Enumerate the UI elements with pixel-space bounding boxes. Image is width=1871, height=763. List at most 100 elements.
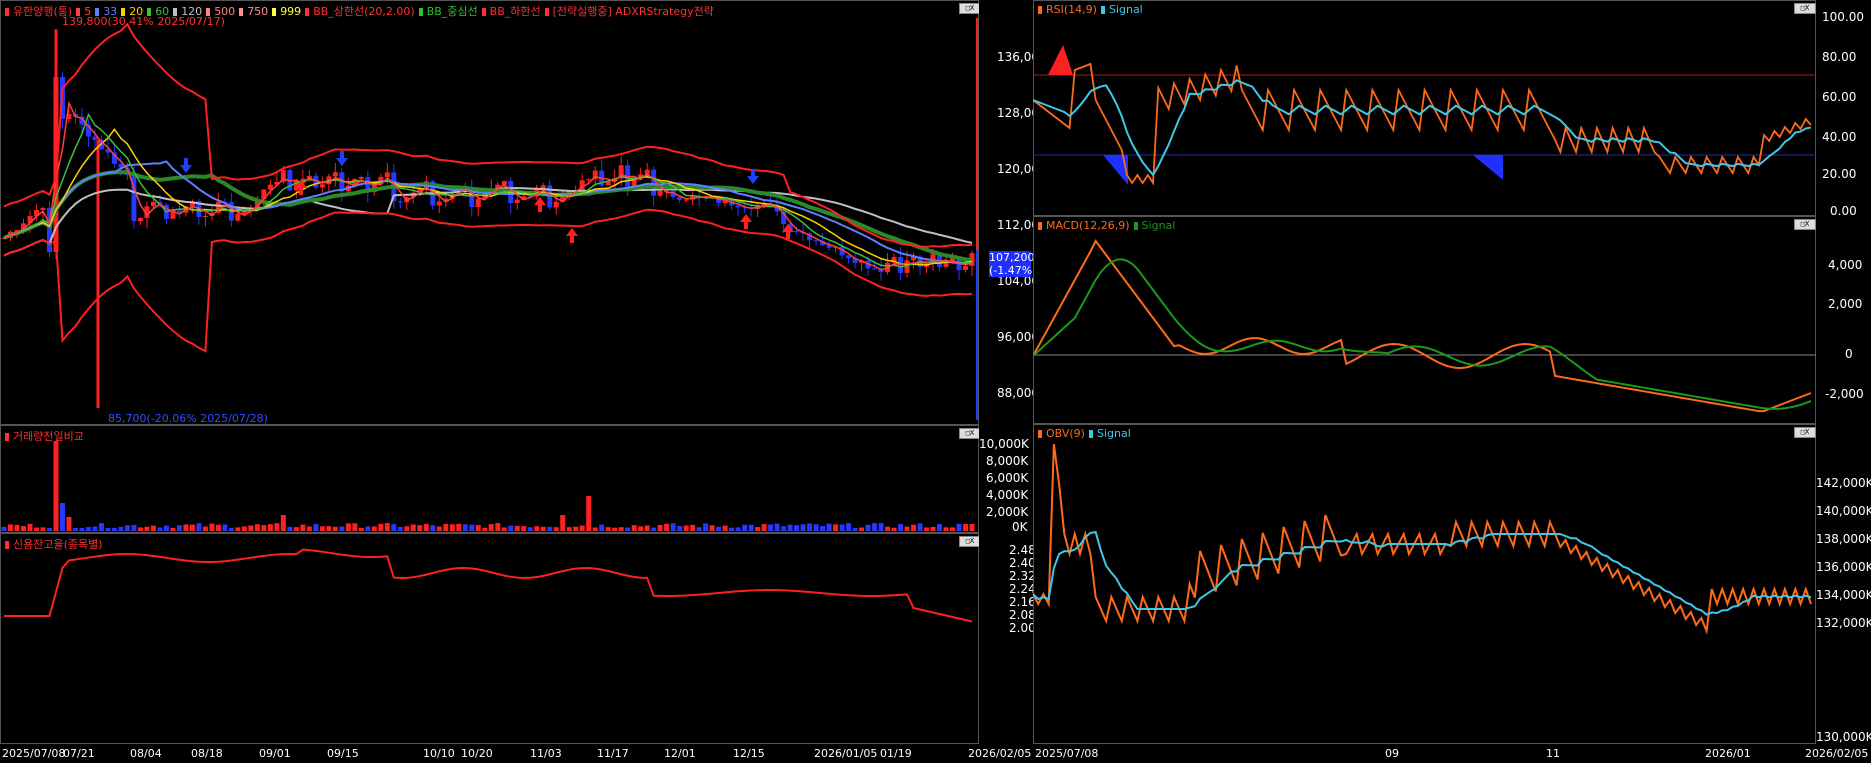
candle-body xyxy=(521,196,527,200)
volume-bar xyxy=(170,527,176,531)
volume-bar xyxy=(969,523,975,531)
volume-bar xyxy=(917,523,923,531)
volume-bar xyxy=(449,524,455,531)
panel-window-button[interactable]: □X xyxy=(1794,219,1816,230)
volume-legend: 거래량전일비교 xyxy=(5,428,88,444)
volume-bar xyxy=(261,525,267,531)
candle-body xyxy=(14,230,20,232)
current-price-value: 107,200 xyxy=(989,251,1035,264)
candle-body xyxy=(937,252,943,267)
candle-body xyxy=(930,252,936,264)
volume-bar xyxy=(820,526,826,531)
candle-body xyxy=(352,178,358,186)
volume-bar xyxy=(885,526,891,531)
volume-plot xyxy=(1,441,975,531)
volume-bar xyxy=(690,524,696,531)
volume-bar xyxy=(813,524,819,531)
rsi-panel[interactable]: RSI(14,9) Signal □X xyxy=(1033,0,1816,216)
candle-body xyxy=(144,206,150,218)
signal-arrow xyxy=(534,197,546,205)
candle-body xyxy=(501,181,507,185)
volume-bar xyxy=(482,527,488,531)
price-legend-item: BB_하한선 xyxy=(489,5,541,18)
high-price-annotation: 139,800(30.41% 2025/07/17) xyxy=(62,15,225,28)
legend-swatch xyxy=(147,8,152,16)
volume-bar xyxy=(475,525,481,531)
volume-panel[interactable]: 거래량전일비교 □X xyxy=(0,425,981,533)
volume-bar xyxy=(521,526,527,531)
current-price-change: (-1.47%) xyxy=(989,264,1037,277)
panel-window-button[interactable]: □X xyxy=(1794,427,1816,438)
candle-body xyxy=(735,205,741,208)
obv-tick: 134,000K xyxy=(1816,588,1871,602)
volume-bar xyxy=(326,526,332,531)
panel-window-button[interactable]: □X xyxy=(1794,3,1816,14)
ma5-line xyxy=(3,100,973,271)
macd-tick: -2,000 xyxy=(1825,387,1864,401)
macd-plot xyxy=(1033,239,1816,413)
price-legend-item: 750 xyxy=(247,5,269,18)
volume-bar xyxy=(677,525,683,531)
candle-body xyxy=(644,169,650,175)
signal-arrow-stem xyxy=(786,232,790,239)
candle-body xyxy=(46,207,52,252)
volume-bar xyxy=(508,525,514,531)
candle-body xyxy=(846,255,852,259)
date-label: 09/01 xyxy=(259,747,291,760)
candle-body xyxy=(911,256,917,261)
candle-body xyxy=(157,201,163,205)
volume-bar xyxy=(722,525,728,531)
rsi-plot xyxy=(1033,45,1816,186)
legend-swatch xyxy=(76,8,81,16)
candle-body xyxy=(378,176,384,185)
volume-bar xyxy=(560,515,566,531)
obv-tick: 142,000K xyxy=(1816,476,1871,490)
price-legend-item: BB_중심선 xyxy=(426,5,478,18)
candle-body xyxy=(384,172,390,177)
credit-tick: 2.16 xyxy=(1009,595,1036,609)
volume-bar xyxy=(755,527,761,531)
date-label: 10/20 xyxy=(461,747,493,760)
volume-bar xyxy=(950,527,956,531)
volume-bar xyxy=(768,524,774,531)
candle-body xyxy=(781,211,787,225)
macd-panel[interactable]: MACD(12,26,9) Signal □X xyxy=(1033,216,1816,424)
rsi-axis: 100.00 80.00 60.00 40.00 20.00 0.00 xyxy=(1816,0,1871,218)
credit-balance-panel[interactable]: 신용잔고율(종목별) □X xyxy=(0,533,981,744)
obv-legend: OBV(9) Signal xyxy=(1038,427,1135,440)
price-legend-item: 유한양행(통) xyxy=(13,5,73,18)
candle-body xyxy=(397,201,403,203)
price-tick: 96,000 xyxy=(997,330,1039,344)
volume-bar xyxy=(157,527,163,531)
volume-bar xyxy=(742,524,748,531)
volume-bar xyxy=(852,527,858,531)
volume-bar xyxy=(313,524,319,531)
obv-panel[interactable]: OBV(9) Signal □X xyxy=(1033,424,1816,744)
legend-swatch xyxy=(272,8,277,16)
volume-bar xyxy=(176,525,182,531)
volume-bar xyxy=(365,526,371,531)
volume-bar xyxy=(332,526,338,531)
credit-plot xyxy=(4,548,973,623)
candle-body xyxy=(118,163,124,168)
volume-bar xyxy=(716,526,722,531)
macd-legend: MACD(12,26,9) Signal xyxy=(1038,219,1179,232)
volume-bar xyxy=(761,524,767,531)
volume-bar xyxy=(46,527,52,531)
volume-bar xyxy=(417,525,423,531)
candle-body xyxy=(105,149,111,153)
candle-body xyxy=(137,217,143,222)
legend-swatch xyxy=(95,8,100,16)
volume-bar xyxy=(105,527,111,531)
price-legend-item: 5 xyxy=(84,5,92,18)
ma33-line xyxy=(3,160,973,265)
candle-body xyxy=(189,201,195,207)
legend-swatch xyxy=(305,8,310,16)
date-label: 08/18 xyxy=(191,747,223,760)
candle-body xyxy=(963,266,969,270)
credit-tick: 2.24 xyxy=(1009,582,1036,596)
date-label: 2025/07/08 xyxy=(1035,747,1099,760)
volume-bar xyxy=(423,523,429,531)
volume-tick: 10,000K xyxy=(979,437,1029,451)
rsi-tick: 20.00 xyxy=(1822,167,1857,181)
